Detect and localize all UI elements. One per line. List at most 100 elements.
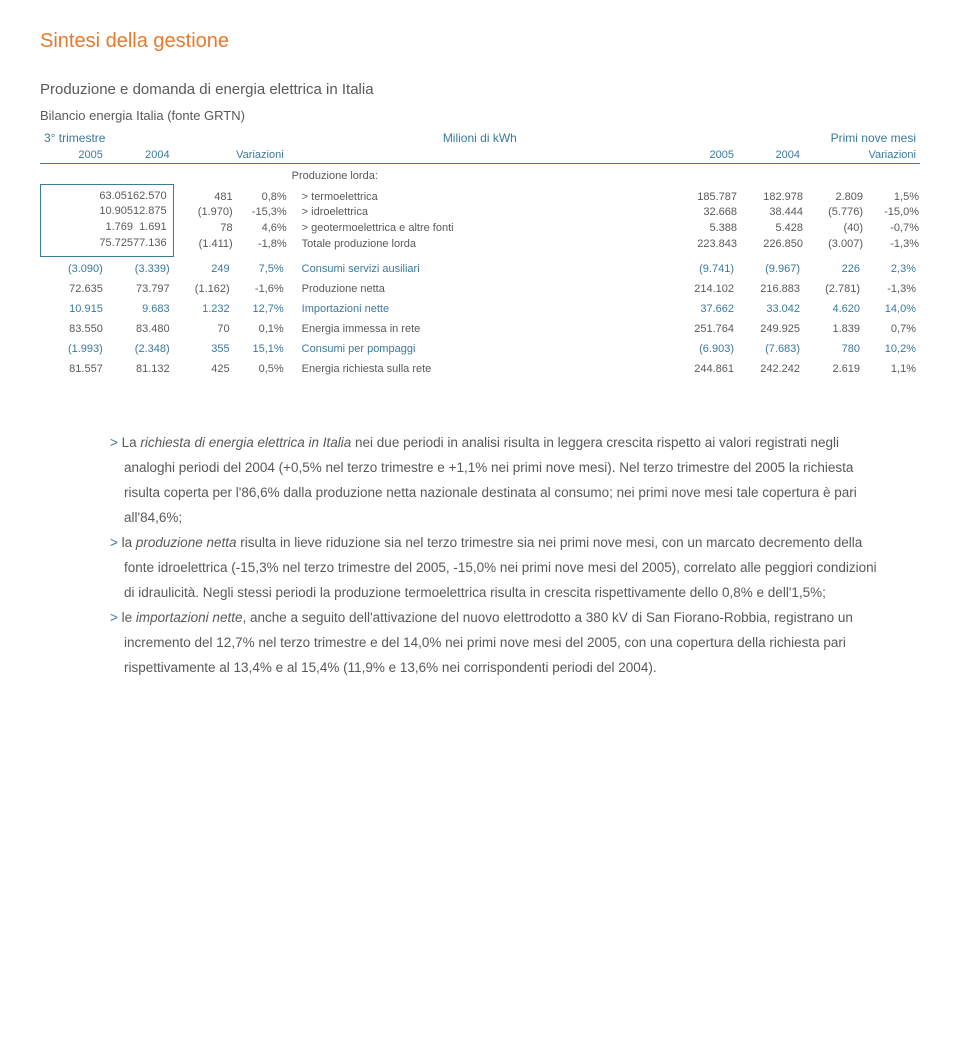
cell: 2.619	[804, 361, 864, 377]
cell: (9.741)	[672, 261, 738, 277]
note-text: La richiesta di energia elettrica in Ita…	[122, 435, 857, 525]
cell: 1.232	[174, 301, 234, 317]
row-label: Consumi servizi ausiliari	[288, 261, 672, 277]
cell: (2.348)	[107, 341, 174, 357]
cell: (5.776)	[805, 205, 863, 221]
cell: 10.905	[47, 204, 133, 220]
col-2004-left: 2004	[107, 147, 174, 164]
table-row: 81.55781.1324250,5%Energia richiesta sul…	[40, 361, 920, 377]
note-text: la produzione netta risulta in lieve rid…	[122, 535, 877, 600]
cell: -1,6%	[234, 281, 288, 297]
boxed-label: > geotermoelettrica e altre fonti	[302, 221, 671, 237]
row-label: Consumi per pompaggi	[288, 341, 672, 357]
col-2005-right: 2005	[672, 147, 738, 164]
cell: 226	[804, 261, 864, 277]
cell: 185.787	[673, 190, 737, 206]
cell: (1.993)	[40, 341, 107, 357]
cell: 12.875	[133, 204, 167, 220]
col-2005-left: 2005	[40, 147, 107, 164]
cell: 83.550	[40, 321, 107, 337]
col-2004-right: 2004	[738, 147, 804, 164]
table-row: 83.55083.480700,1%Energia immessa in ret…	[40, 321, 920, 337]
unit-center-label: Milioni di kWh	[288, 129, 672, 147]
note-item: > la produzione netta risulta in lieve r…	[110, 531, 890, 606]
cell: 1.769	[47, 220, 133, 236]
cell: (7.683)	[738, 341, 804, 357]
cell: -1,3%	[865, 237, 919, 253]
cell: (9.967)	[738, 261, 804, 277]
cell: 223.843	[673, 237, 737, 253]
cell: 214.102	[672, 281, 738, 297]
cell: 5.428	[739, 221, 803, 237]
cell: 251.764	[672, 321, 738, 337]
cell: 83.480	[107, 321, 174, 337]
cell: (3.090)	[40, 261, 107, 277]
cell: 4,6%	[235, 221, 287, 237]
cell: 33.042	[738, 301, 804, 317]
table-row: 10.9159.6831.23212,7%Importazioni nette3…	[40, 301, 920, 317]
boxed-label: Totale produzione lorda	[302, 237, 671, 253]
cell: 182.978	[739, 190, 803, 206]
cell: -1,8%	[235, 237, 287, 253]
cell: 216.883	[738, 281, 804, 297]
cell: 780	[804, 341, 864, 357]
cell: 249.925	[738, 321, 804, 337]
cell: 0,8%	[235, 190, 287, 206]
cell: (2.781)	[804, 281, 864, 297]
col-var-left: Variazioni	[174, 147, 288, 164]
boxed-block-row: 63.05162.570 10.90512.875 1.7691.691 75.…	[40, 184, 920, 258]
cell: 75.725	[47, 236, 133, 252]
source-line: Bilancio energia Italia (fonte GRTN)	[40, 108, 920, 123]
cell: 0,5%	[234, 361, 288, 377]
cell: 244.861	[672, 361, 738, 377]
cell: 62.570	[133, 189, 167, 205]
cell: 10.915	[40, 301, 107, 317]
cell: 242.242	[738, 361, 804, 377]
cell: 12,7%	[234, 301, 288, 317]
cell: (3.339)	[107, 261, 174, 277]
cell: 2.809	[805, 190, 863, 206]
sub-title: Produzione e domanda di energia elettric…	[40, 81, 920, 98]
cell: 73.797	[107, 281, 174, 297]
notes-block: > La richiesta di energia elettrica in I…	[40, 431, 920, 681]
col-var-right: Variazioni	[804, 147, 920, 164]
cell: 37.662	[672, 301, 738, 317]
boxed-label: > idroelettrica	[302, 205, 671, 221]
cell: 72.635	[40, 281, 107, 297]
cell: (1.162)	[174, 281, 234, 297]
cell: 10,2%	[864, 341, 920, 357]
boxed-left-2005-2004: 63.05162.570 10.90512.875 1.7691.691 75.…	[40, 184, 174, 258]
cell: 2,3%	[864, 261, 920, 277]
cell: 226.850	[739, 237, 803, 253]
cell: 32.668	[673, 205, 737, 221]
period-right-label: Primi nove mesi	[672, 129, 920, 147]
row-label: Energia immessa in rete	[288, 321, 672, 337]
section-title: Sintesi della gestione	[40, 30, 920, 53]
cell: 78	[175, 221, 233, 237]
cell: 14,0%	[864, 301, 920, 317]
boxed-label: > termoelettrica	[302, 190, 671, 206]
cell: 355	[174, 341, 234, 357]
row-label: Produzione netta	[288, 281, 672, 297]
cell: 0,7%	[864, 321, 920, 337]
cell: 1,5%	[865, 190, 919, 206]
group-label-row: Produzione lorda:	[40, 168, 920, 184]
note-item: > le importazioni nette, anche a seguito…	[110, 606, 890, 681]
cell: 1.691	[133, 220, 167, 236]
table-row: 72.63573.797(1.162)-1,6%Produzione netta…	[40, 281, 920, 297]
note-item: > La richiesta di energia elettrica in I…	[110, 431, 890, 531]
table-header-row-2: 2005 2004 Variazioni 2005 2004 Variazion…	[40, 147, 920, 164]
cell: 1,1%	[864, 361, 920, 377]
cell: 7,5%	[234, 261, 288, 277]
group-label: Produzione lorda:	[288, 168, 672, 184]
cell: 9.683	[107, 301, 174, 317]
cell: 5.388	[673, 221, 737, 237]
cell: 0,1%	[234, 321, 288, 337]
cell: 481	[175, 190, 233, 206]
cell: 38.444	[739, 205, 803, 221]
cell: 1.839	[804, 321, 864, 337]
cell: (6.903)	[672, 341, 738, 357]
note-text: le importazioni nette, anche a seguito d…	[122, 610, 853, 675]
cell: -0,7%	[865, 221, 919, 237]
period-left-label: 3° trimestre	[40, 129, 288, 147]
